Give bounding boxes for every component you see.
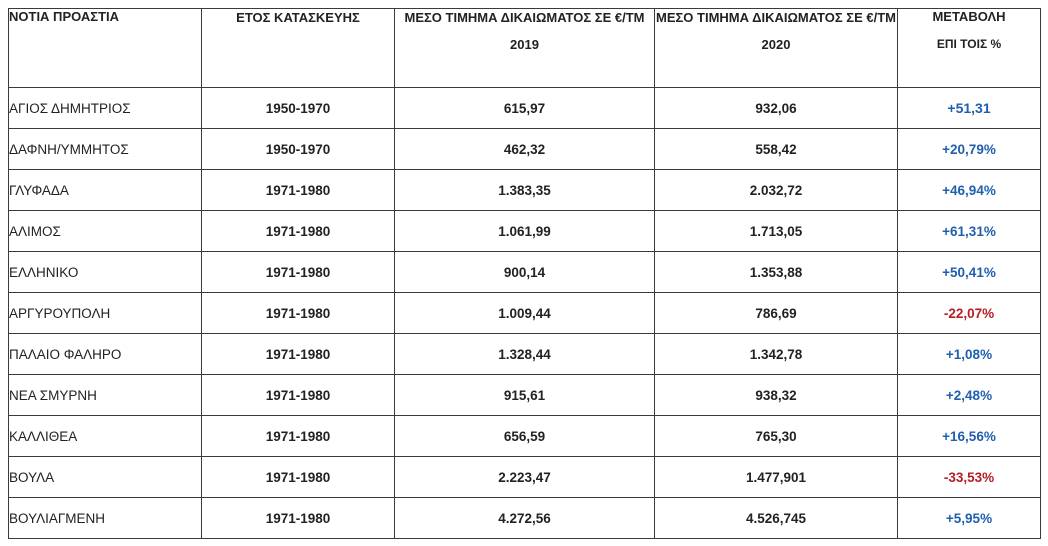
header-year-built: ΕΤΟΣ ΚΑΤΑΣΚΕΥΗΣ (201, 8, 395, 88)
area-cell: ΕΛΛΗΝΙΚΟ (8, 251, 202, 293)
price-2019-cell: 1.328,44 (394, 333, 655, 375)
area-cell: ΑΡΓΥΡΟΥΠΟΛΗ (8, 292, 202, 334)
table-row: ΒΟΥΛΑ 1971-1980 2.223,47 1.477,901 -33,5… (8, 456, 1041, 498)
price-2020-cell: 558,42 (654, 128, 898, 170)
change-cell: +5,95% (897, 497, 1041, 539)
change-cell: +50,41% (897, 251, 1041, 293)
header-change: ΜΕΤΑΒΟΛΗ ΕΠΙ ΤΟΙΣ % (897, 8, 1041, 88)
table-row: ΚΑΛΛΙΘΕΑ 1971-1980 656,59 765,30 +16,56% (8, 415, 1041, 457)
area-cell: ΑΛΙΜΟΣ (8, 210, 202, 252)
price-2020-cell: 765,30 (654, 415, 898, 457)
year-cell: 1971-1980 (201, 456, 395, 498)
header-price-2020-label: ΜΕΣΟ ΤΙΜΗΜΑ ΔΙΚΑΙΩΜΑΤΟΣ ΣΕ €/ΤΜ (656, 10, 896, 25)
year-cell: 1950-1970 (201, 128, 395, 170)
header-year-2019: 2019 (510, 37, 539, 52)
price-2020-cell: 4.526,745 (654, 497, 898, 539)
table-row: ΔΑΦΝΗ/ΥΜΜΗΤΟΣ 1950-1970 462,32 558,42 +2… (8, 128, 1041, 170)
table-row: ΠΑΛΑΙΟ ΦΑΛΗΡΟ 1971-1980 1.328,44 1.342,7… (8, 333, 1041, 375)
table-row: ΑΓΙΟΣ ΔΗΜΗΤΡΙΟΣ 1950-1970 615,97 932,06 … (8, 87, 1041, 129)
price-2020-cell: 786,69 (654, 292, 898, 334)
header-price-2019-label: ΜΕΣΟ ΤΙΜΗΜΑ ΔΙΚΑΙΩΜΑΤΟΣ ΣΕ €/ΤΜ (404, 10, 645, 25)
year-cell: 1971-1980 (201, 251, 395, 293)
price-2019-cell: 2.223,47 (394, 456, 655, 498)
year-cell: 1971-1980 (201, 374, 395, 416)
price-2020-cell: 1.353,88 (654, 251, 898, 293)
change-cell: +20,79% (897, 128, 1041, 170)
table-row: ΑΛΙΜΟΣ 1971-1980 1.061,99 1.713,05 +61,3… (8, 210, 1041, 252)
change-cell: +61,31% (897, 210, 1041, 252)
header-area-label: ΝΟΤΙΑ ΠΡΟΑΣΤΙΑ (9, 9, 120, 25)
price-2019-cell: 4.272,56 (394, 497, 655, 539)
area-cell: ΒΟΥΛΙΑΓΜΕΝΗ (8, 497, 202, 539)
area-cell: ΚΑΛΛΙΘΕΑ (8, 415, 202, 457)
area-cell: ΔΑΦΝΗ/ΥΜΜΗΤΟΣ (8, 128, 202, 170)
table-body: ΑΓΙΟΣ ΔΗΜΗΤΡΙΟΣ 1950-1970 615,97 932,06 … (8, 87, 1041, 539)
price-2020-cell: 1.713,05 (654, 210, 898, 252)
change-cell: -33,53% (897, 456, 1041, 498)
change-cell: +51,31 (897, 87, 1041, 129)
header-year-2020: 2020 (761, 37, 791, 52)
table-row: ΒΟΥΛΙΑΓΜΕΝΗ 1971-1980 4.272,56 4.526,745… (8, 497, 1041, 539)
header-price-2020: ΜΕΣΟ ΤΙΜΗΜΑ ΔΙΚΑΙΩΜΑΤΟΣ ΣΕ €/ΤΜ 2020 (654, 8, 898, 88)
price-2019-cell: 1.383,35 (394, 169, 655, 211)
change-cell: -22,07% (897, 292, 1041, 334)
header-change-sub: ΕΠΙ ΤΟΙΣ % (936, 37, 1002, 51)
area-cell: ΠΑΛΑΙΟ ΦΑΛΗΡΟ (8, 333, 202, 375)
year-cell: 1971-1980 (201, 497, 395, 539)
change-cell: +2,48% (897, 374, 1041, 416)
year-cell: 1950-1970 (201, 87, 395, 129)
price-2019-cell: 1.009,44 (394, 292, 655, 334)
header-year-built-label: ΕΤΟΣ ΚΑΤΑΣΚΕΥΗΣ (236, 10, 360, 25)
price-2020-cell: 932,06 (654, 87, 898, 129)
year-cell: 1971-1980 (201, 210, 395, 252)
change-cell: +16,56% (897, 415, 1041, 457)
price-2019-cell: 462,32 (394, 128, 655, 170)
change-cell: +46,94% (897, 169, 1041, 211)
price-2019-cell: 915,61 (394, 374, 655, 416)
price-2019-cell: 1.061,99 (394, 210, 655, 252)
price-2019-cell: 615,97 (394, 87, 655, 129)
price-2020-cell: 1.342,78 (654, 333, 898, 375)
year-cell: 1971-1980 (201, 292, 395, 334)
table-row: ΕΛΛΗΝΙΚΟ 1971-1980 900,14 1.353,88 +50,4… (8, 251, 1041, 293)
year-cell: 1971-1980 (201, 169, 395, 211)
header-change-label: ΜΕΤΑΒΟΛΗ (932, 9, 1006, 25)
year-cell: 1971-1980 (201, 415, 395, 457)
price-2020-cell: 1.477,901 (654, 456, 898, 498)
area-cell: ΑΓΙΟΣ ΔΗΜΗΤΡΙΟΣ (8, 87, 202, 129)
price-2019-cell: 656,59 (394, 415, 655, 457)
header-price-2019: ΜΕΣΟ ΤΙΜΗΜΑ ΔΙΚΑΙΩΜΑΤΟΣ ΣΕ €/ΤΜ 2019 (394, 8, 655, 88)
area-cell: ΒΟΥΛΑ (8, 456, 202, 498)
header-area: ΝΟΤΙΑ ΠΡΟΑΣΤΙΑ (8, 8, 202, 88)
change-cell: +1,08% (897, 333, 1041, 375)
table-row: ΓΛΥΦΑΔΑ 1971-1980 1.383,35 2.032,72 +46,… (8, 169, 1041, 211)
year-cell: 1971-1980 (201, 333, 395, 375)
header-row: ΝΟΤΙΑ ΠΡΟΑΣΤΙΑ ΕΤΟΣ ΚΑΤΑΣΚΕΥΗΣ ΜΕΣΟ ΤΙΜΗ… (8, 8, 1041, 88)
area-cell: ΓΛΥΦΑΔΑ (8, 169, 202, 211)
price-table: ΝΟΤΙΑ ΠΡΟΑΣΤΙΑ ΕΤΟΣ ΚΑΤΑΣΚΕΥΗΣ ΜΕΣΟ ΤΙΜΗ… (8, 8, 1041, 539)
price-2019-cell: 900,14 (394, 251, 655, 293)
table-row: ΑΡΓΥΡΟΥΠΟΛΗ 1971-1980 1.009,44 786,69 -2… (8, 292, 1041, 334)
price-2020-cell: 2.032,72 (654, 169, 898, 211)
price-2020-cell: 938,32 (654, 374, 898, 416)
area-cell: ΝΕΑ ΣΜΥΡΝΗ (8, 374, 202, 416)
table-row: ΝΕΑ ΣΜΥΡΝΗ 1971-1980 915,61 938,32 +2,48… (8, 374, 1041, 416)
